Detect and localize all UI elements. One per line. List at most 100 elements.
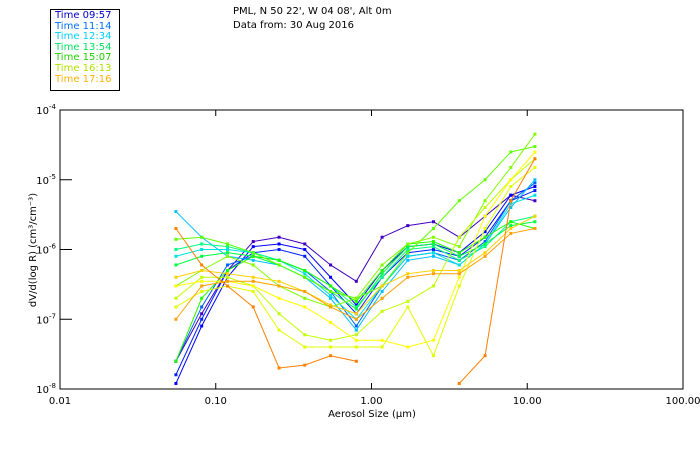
data-point [251,279,255,283]
y-tick-exp: -5 [49,173,56,181]
data-point [329,305,333,309]
data-point [277,248,281,251]
data-point [406,258,410,262]
legend-entry: Time 17:16 [55,73,112,85]
data-point [354,328,358,332]
data-point [431,338,435,342]
data-point [226,284,230,288]
y-tick-label: 10-6 [36,243,56,257]
data-point [226,272,230,276]
data-point [226,251,230,255]
y-tick-exp: -7 [49,312,56,320]
data-point [303,268,307,272]
data-point [483,354,487,358]
data-point [251,251,255,255]
data-point [483,242,487,246]
series-16 [174,157,537,385]
y-tick-base: 10 [36,385,49,396]
data-point [533,193,537,197]
x-tick-label: 100.00 [666,396,700,407]
station-info: PML, N 50 22', W 04 08', Alt 0m [233,6,392,17]
data-point [226,279,230,283]
data-point [533,220,537,224]
data-point [483,199,487,203]
data-point [277,296,281,300]
data-point [251,284,255,288]
data-point [329,284,333,288]
y-tick-exp: -4 [49,103,57,111]
data-date: Data from: 30 Aug 2016 [233,20,354,31]
legend-entry: Time 16:13 [55,62,112,74]
data-point [431,220,435,224]
data-point [483,254,487,258]
data-point [431,272,435,276]
data-point [533,185,537,189]
data-point [533,178,537,182]
data-point [329,303,333,307]
data-point [380,338,384,342]
data-point [509,224,513,228]
data-point [354,303,358,307]
data-point [509,178,513,182]
data-point [200,268,204,272]
data-point [457,381,461,385]
data-point [277,263,281,267]
legend-entry: Time 11:14 [55,20,112,32]
data-point [174,381,178,385]
data-point [354,345,358,349]
data-point [251,289,255,293]
x-tick-label: 1.00 [360,396,382,407]
data-point [174,254,178,258]
data-point [226,263,230,267]
data-point [174,373,178,377]
data-point [329,354,333,358]
data-point [251,258,255,262]
data-point [251,275,255,279]
data-point [509,220,513,224]
data-point [174,210,178,214]
data-point [226,245,230,249]
data-point [483,214,487,218]
data-point [174,263,178,267]
x-tick-label: 10.00 [513,396,542,407]
data-point [406,345,410,349]
data-point [483,240,487,244]
data-point [174,284,178,288]
data-point [174,296,178,300]
data-point [226,254,230,258]
data-point [431,248,435,251]
data-point [406,275,410,279]
legend-entry: Time 12:34 [55,31,112,43]
data-point [303,333,307,337]
data-point [200,312,204,316]
data-point [251,305,255,309]
data-point [457,275,461,279]
data-point [533,189,537,193]
data-point [533,165,537,169]
data-point [533,227,537,231]
data-point [226,248,230,251]
legend-entry: Time 09:57 [55,10,112,21]
data-point [354,296,358,300]
data-point [457,254,461,258]
data-point [200,305,204,309]
data-point [533,144,537,148]
data-point [457,263,461,267]
data-point [457,235,461,239]
data-point [406,242,410,246]
series-13 [174,150,537,349]
data-point [406,305,410,309]
data-point [277,235,281,239]
data-point [431,227,435,231]
data-point [354,299,358,303]
data-point [509,165,513,169]
data-point [303,272,307,276]
data-point [174,317,178,321]
y-tick-base: 10 [36,315,49,326]
data-point [457,272,461,276]
data-point [174,248,178,251]
data-point [509,231,513,235]
data-point [329,345,333,349]
data-point [329,293,333,297]
data-point [303,275,307,279]
